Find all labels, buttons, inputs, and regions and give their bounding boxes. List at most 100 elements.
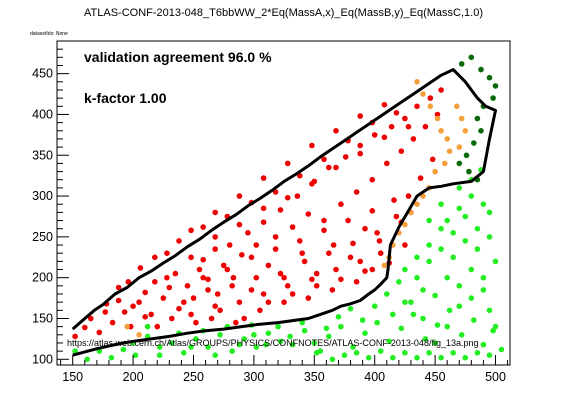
red-point (330, 242, 337, 248)
red-point (152, 279, 158, 285)
x-tick-label: 350 (304, 370, 325, 384)
red-point (260, 205, 267, 212)
red-point (253, 242, 260, 248)
red-point (148, 311, 154, 318)
orange-point (438, 128, 444, 134)
green-point (402, 266, 408, 273)
red-point (212, 209, 218, 216)
green-point (108, 354, 115, 361)
red-point (200, 274, 206, 281)
red-point (402, 242, 408, 248)
red-point (333, 164, 339, 171)
red-point (414, 103, 420, 110)
red-point (224, 266, 231, 273)
red-point (169, 315, 175, 322)
red-point (265, 299, 272, 306)
axis-layer: 150 200 250 300 350 400 450 500 100 150 200 250 300 3… (32, 40, 509, 384)
x-tick-label: 250 (183, 370, 204, 384)
darkgreen-point (486, 74, 493, 81)
red-point (172, 270, 179, 277)
green-point (450, 254, 457, 261)
orange-point (444, 136, 451, 142)
points-layer (72, 54, 505, 363)
green-point (362, 330, 368, 337)
red-point (102, 309, 109, 315)
red-point (205, 287, 211, 293)
y-tick-label: 450 (32, 67, 53, 81)
x-tick-label: 300 (243, 370, 264, 384)
red-point (277, 207, 284, 213)
green-point (426, 350, 432, 356)
green-point (289, 341, 296, 348)
green-point (311, 340, 318, 346)
y-tick-label: 200 (32, 271, 53, 285)
red-point (284, 283, 291, 289)
green-point (438, 201, 444, 207)
x-tick-label: 450 (425, 370, 446, 384)
green-point (72, 348, 78, 354)
red-point (236, 193, 243, 199)
green-point (486, 209, 493, 216)
red-point (236, 221, 243, 228)
orange-point (124, 323, 130, 330)
orange-point (427, 103, 434, 110)
y-tick-label: 150 (32, 311, 53, 325)
green-point (462, 354, 469, 361)
green-point (444, 274, 451, 281)
darkgreen-point (490, 95, 496, 101)
green-point (468, 295, 475, 301)
darkgreen-point (474, 115, 481, 122)
red-point (405, 123, 412, 130)
red-point (369, 208, 376, 214)
red-point (305, 211, 312, 217)
green-point (462, 213, 469, 220)
red-point (289, 224, 296, 230)
red-point (152, 254, 158, 261)
x-tick-label: 150 (62, 370, 83, 384)
red-point (241, 315, 247, 322)
green-point (438, 246, 444, 252)
red-point (362, 225, 368, 232)
green-point (468, 266, 475, 273)
contour-layer (71, 68, 497, 357)
green-point (414, 254, 420, 261)
red-point (438, 87, 444, 93)
red-point (164, 274, 170, 281)
red-point (376, 238, 383, 244)
green-point (402, 350, 408, 356)
orange-point (414, 79, 420, 85)
red-point (188, 311, 194, 318)
darkgreen-point (471, 140, 477, 146)
red-point (142, 289, 148, 296)
green-point (438, 354, 444, 361)
red-point (196, 266, 203, 273)
green-point (402, 299, 408, 306)
red-point (200, 256, 206, 263)
green-point (422, 336, 429, 342)
green-point (390, 311, 396, 318)
red-point (281, 274, 287, 281)
red-point (205, 276, 211, 283)
red-point (260, 291, 267, 297)
green-point (326, 333, 332, 340)
red-point (226, 242, 233, 248)
red-point (200, 224, 206, 230)
red-point (345, 217, 351, 224)
red-point (381, 101, 388, 108)
green-point (420, 287, 426, 293)
orange-point (458, 115, 465, 122)
green-point (353, 350, 360, 356)
green-point (396, 279, 402, 285)
red-point (184, 283, 191, 289)
red-point (164, 250, 170, 256)
red-point (357, 258, 364, 265)
green-point (474, 225, 481, 232)
red-point (333, 128, 339, 134)
green-point (377, 348, 384, 354)
red-point (154, 323, 161, 330)
red-point (130, 303, 136, 310)
darkgreen-point (492, 83, 499, 89)
red-point (429, 156, 436, 163)
y-tick-label: 250 (32, 230, 53, 244)
